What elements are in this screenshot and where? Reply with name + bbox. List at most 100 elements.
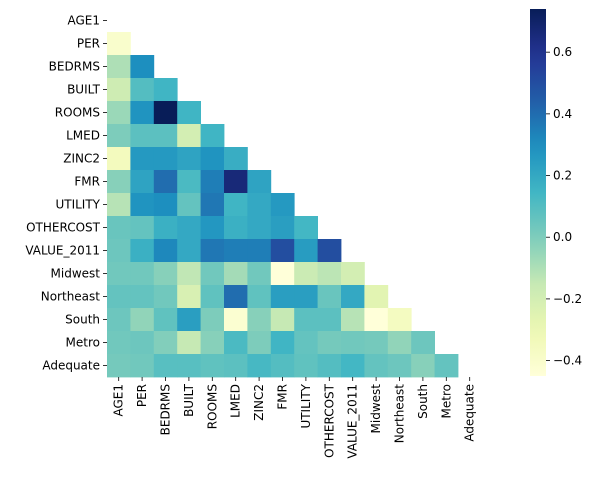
heatmap-cell-LMED-BUILT <box>177 124 201 148</box>
heatmap-cell-ZINC2-LMED <box>224 147 248 171</box>
heatmap-cell-South-BEDRMS <box>153 308 178 332</box>
heatmap-cell-UTILITY-BUILT <box>177 193 201 217</box>
x-tick-label: PER <box>135 384 149 407</box>
y-tick-label: FMR <box>74 175 100 189</box>
heatmap-cell-BUILT-BEDRMS <box>153 78 178 102</box>
heatmap-cell-Adequate-BUILT <box>177 354 201 378</box>
heatmap-cell-ROOMS-AGE1 <box>107 101 131 125</box>
x-tick-label: South <box>416 384 430 419</box>
heatmap-cell-Northeast-BUILT <box>177 285 201 309</box>
y-tick-label: OTHERCOST <box>26 221 101 235</box>
heatmap-cell-VALUE_2011-FMR <box>270 239 295 263</box>
colorbar-tick-label: −0.4 <box>553 354 582 368</box>
heatmap-cell-Metro-Northeast <box>387 331 412 355</box>
heatmap-cell-South-VALUE_2011 <box>341 308 365 332</box>
heatmap-cell-South-AGE1 <box>107 308 131 332</box>
heatmap-cell-ZINC2-PER <box>130 147 155 171</box>
heatmap-cell-Adequate-South <box>411 354 435 378</box>
y-tick-label: UTILITY <box>55 198 100 212</box>
heatmap-cell-FMR-BUILT <box>177 170 201 194</box>
heatmap-cell-FMR-ROOMS <box>200 170 225 194</box>
y-tick-label: South <box>65 313 100 327</box>
y-tick-label: Metro <box>66 336 100 350</box>
heatmap-cell-LMED-AGE1 <box>107 124 131 148</box>
heatmap-cell-Adequate-ZINC2 <box>247 354 272 378</box>
heatmap-cell-BEDRMS-PER <box>130 55 155 79</box>
y-tick-label: PER <box>77 37 100 51</box>
y-tick-label: Northeast <box>41 290 101 304</box>
heatmap-cell-Metro-VALUE_2011 <box>341 331 365 355</box>
x-tick-label: OTHERCOST <box>322 383 336 458</box>
heatmap-cell-VALUE_2011-PER <box>130 239 155 263</box>
y-tick-label: BUILT <box>67 83 101 97</box>
heatmap-cell-Metro-OTHERCOST <box>317 331 342 355</box>
heatmap-cell-ZINC2-ROOMS <box>200 147 225 171</box>
x-tick-label: AGE1 <box>112 384 126 417</box>
heatmap-cell-South-FMR <box>270 308 295 332</box>
colorbar-tick-label: 0.6 <box>553 45 572 59</box>
heatmap-cell-Northeast-VALUE_2011 <box>341 285 365 309</box>
heatmap-cell-UTILITY-PER <box>130 193 155 217</box>
heatmap-cell-Northeast-PER <box>130 285 155 309</box>
heatmap-cell-VALUE_2011-ZINC2 <box>247 239 272 263</box>
heatmap-cell-OTHERCOST-BEDRMS <box>153 216 178 240</box>
heatmap-cell-LMED-PER <box>130 124 155 148</box>
y-tick-label: ZINC2 <box>63 152 100 166</box>
heatmap-cell-Adequate-LMED <box>224 354 248 378</box>
x-tick-label: ROOMS <box>205 384 219 429</box>
heatmap-cell-ZINC2-BUILT <box>177 147 201 171</box>
x-tick-label: Metro <box>439 384 453 418</box>
heatmap-cell-Northeast-UTILITY <box>294 285 318 309</box>
heatmap-cell-South-UTILITY <box>294 308 318 332</box>
heatmap-cell-VALUE_2011-AGE1 <box>107 239 131 263</box>
colorbar: −0.4 −0.2 0.0 0.2 0.4 0.6 <box>530 9 582 376</box>
heatmap-cell-Midwest-ROOMS <box>200 262 225 286</box>
heatmap-cell-UTILITY-ZINC2 <box>247 193 272 217</box>
heatmap-cell-Midwest-UTILITY <box>294 262 318 286</box>
y-tick-label: ROOMS <box>55 106 100 120</box>
heatmap-cell-FMR-LMED <box>224 170 248 194</box>
heatmap-cell-Metro-PER <box>130 331 155 355</box>
heatmap-cells <box>107 32 459 378</box>
heatmap-cell-Midwest-AGE1 <box>107 262 131 286</box>
heatmap-cell-Adequate-Metro <box>434 354 459 378</box>
heatmap-cell-Metro-BEDRMS <box>153 331 178 355</box>
heatmap-cell-Metro-Midwest <box>364 331 389 355</box>
x-tick-label: BUILT <box>182 383 196 417</box>
heatmap-cell-OTHERCOST-ROOMS <box>200 216 225 240</box>
heatmap-cell-UTILITY-ROOMS <box>200 193 225 217</box>
heatmap-cell-UTILITY-LMED <box>224 193 248 217</box>
heatmap-cell-OTHERCOST-ZINC2 <box>247 216 272 240</box>
heatmap-cell-Midwest-PER <box>130 262 155 286</box>
x-tick-label: ZINC2 <box>252 384 266 421</box>
heatmap-cell-Metro-AGE1 <box>107 331 131 355</box>
heatmap-cell-Metro-FMR <box>270 331 295 355</box>
colorbar-tick-label: 0.0 <box>553 230 572 244</box>
heatmap-cell-Northeast-OTHERCOST <box>317 285 342 309</box>
heatmap-cell-OTHERCOST-LMED <box>224 216 248 240</box>
heatmap-cell-Metro-ZINC2 <box>247 331 272 355</box>
heatmap-cell-BUILT-AGE1 <box>107 78 131 102</box>
heatmap-cell-Midwest-BEDRMS <box>153 262 178 286</box>
heatmap-cell-Metro-BUILT <box>177 331 201 355</box>
heatmap-cell-ROOMS-BEDRMS <box>153 101 178 125</box>
heatmap-cell-VALUE_2011-OTHERCOST <box>317 239 342 263</box>
colorbar-gradient <box>530 9 546 376</box>
heatmap-cell-ZINC2-AGE1 <box>107 147 131 171</box>
heatmap-cell-OTHERCOST-UTILITY <box>294 216 318 240</box>
heatmap-cell-Adequate-PER <box>130 354 155 378</box>
heatmap-cell-South-BUILT <box>177 308 201 332</box>
heatmap-cell-Northeast-FMR <box>270 285 295 309</box>
heatmap-cell-Adequate-Midwest <box>364 354 389 378</box>
heatmap-cell-Adequate-BEDRMS <box>153 354 178 378</box>
heatmap-cell-South-ZINC2 <box>247 308 272 332</box>
colorbar-tick-label: 0.2 <box>553 169 572 183</box>
y-tick-labels: AGE1 PER BEDRMS BUILT ROOMS LMED ZINC2 FMR UTILI… <box>25 14 107 373</box>
heatmap-cell-Metro-South <box>411 331 435 355</box>
heatmap-cell-OTHERCOST-AGE1 <box>107 216 131 240</box>
heatmap-cell-ROOMS-BUILT <box>177 101 201 125</box>
heatmap-cell-Metro-UTILITY <box>294 331 318 355</box>
heatmap-cell-ZINC2-BEDRMS <box>153 147 178 171</box>
heatmap-cell-Adequate-FMR <box>270 354 295 378</box>
y-tick-label: Midwest <box>51 267 101 281</box>
